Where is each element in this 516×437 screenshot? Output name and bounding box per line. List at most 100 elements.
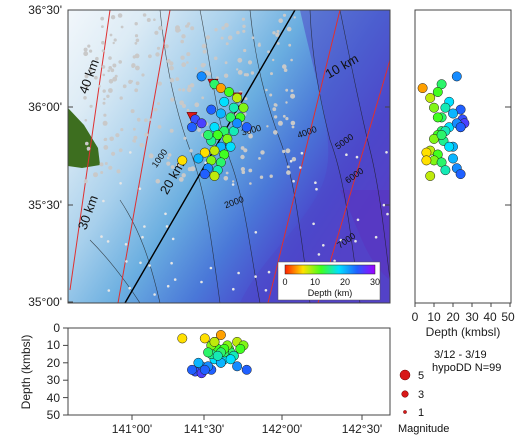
background-dot <box>254 275 257 278</box>
background-dot <box>278 18 284 24</box>
depth-lat-marker <box>425 171 436 181</box>
background-dot <box>102 120 108 126</box>
depth-lat-marker <box>425 92 436 103</box>
lon-tick-142-00: 142°00' <box>262 422 302 436</box>
background-dot <box>285 101 288 104</box>
background-dot <box>106 94 110 99</box>
epicenter-marker <box>206 104 217 115</box>
background-dot <box>237 70 243 75</box>
background-dot <box>251 36 255 40</box>
background-dot <box>101 65 106 69</box>
background-dot <box>180 39 184 44</box>
background-dot <box>175 25 180 31</box>
bottom-y-tick-50: 50 <box>47 408 61 422</box>
lon-tick-141-30: 141°30' <box>184 422 224 436</box>
background-dot <box>102 73 106 77</box>
background-dot <box>108 79 114 84</box>
background-dot <box>153 107 158 112</box>
background-dot <box>285 88 289 92</box>
background-dot <box>282 114 286 118</box>
background-dot <box>186 108 190 112</box>
background-dot <box>240 154 245 160</box>
background-dot <box>257 43 261 47</box>
background-dot <box>101 40 105 45</box>
background-dot <box>103 113 107 117</box>
background-dot <box>116 169 121 174</box>
lon-depth-marker <box>215 330 226 340</box>
right-x-axis-label: Depth (kmbsl) <box>426 325 501 339</box>
lon-depth-marker <box>235 343 246 354</box>
background-dot <box>289 159 293 163</box>
background-dot <box>181 62 187 68</box>
background-dot <box>276 42 280 45</box>
background-dot <box>139 261 142 265</box>
background-dot <box>291 125 295 129</box>
bottom-y-tick-30: 30 <box>47 373 61 387</box>
background-dot <box>247 60 253 65</box>
background-dot <box>276 29 280 33</box>
bottom-y-axis-label: Depth (kmbsl) <box>19 335 33 410</box>
background-dot <box>166 161 171 166</box>
epicenter-marker <box>224 87 234 97</box>
background-dot <box>266 125 269 128</box>
background-dot <box>186 61 189 64</box>
background-dot <box>87 44 91 48</box>
map-frame <box>67 9 391 304</box>
background-dot <box>236 30 240 35</box>
background-dot <box>214 28 218 32</box>
background-dot <box>170 261 173 265</box>
background-dot <box>290 89 294 93</box>
background-dot <box>102 101 106 105</box>
lon-depth-marker <box>199 364 210 375</box>
background-dot <box>237 271 240 275</box>
longitude-depth-panel: 0 10 20 30 40 50 Depth (kmbsl) 141°00' 1… <box>19 321 391 436</box>
background-dot <box>169 128 174 133</box>
background-dot <box>144 132 149 137</box>
background-dot <box>114 74 118 78</box>
background-dot <box>164 44 169 49</box>
epicenter-marker <box>196 118 207 129</box>
background-dot <box>153 18 156 22</box>
background-dot <box>273 115 278 119</box>
depth-lat-marker <box>455 122 466 133</box>
background-dot <box>170 165 175 169</box>
background-dot <box>236 68 239 71</box>
background-dot <box>293 16 296 19</box>
background-dot <box>202 49 207 54</box>
background-dot <box>102 199 105 203</box>
background-dot <box>194 67 197 70</box>
background-dot <box>130 109 135 114</box>
background-dot <box>138 187 142 190</box>
background-dot <box>101 49 105 53</box>
lon-depth-marker <box>193 357 204 368</box>
background-dot <box>273 130 278 135</box>
info-period: 3/12 - 3/19 <box>434 349 487 361</box>
background-dot <box>194 102 200 108</box>
lon-depth-marker <box>209 336 220 347</box>
background-dot <box>179 100 185 106</box>
background-dot <box>187 88 192 93</box>
background-dot <box>249 182 252 185</box>
depth-lat-marker <box>444 141 455 152</box>
lat-tick-35-00: 35°00' <box>28 295 62 309</box>
background-dot <box>107 289 111 292</box>
background-dot <box>345 153 348 156</box>
background-dot <box>224 61 228 65</box>
station-triangle-icon <box>42 157 52 167</box>
epicenter-marker <box>219 96 230 107</box>
background-dot <box>168 153 172 157</box>
epicenter-marker <box>238 102 249 113</box>
background-dot <box>275 32 280 38</box>
background-dot <box>299 166 302 169</box>
background-dot <box>221 26 225 30</box>
background-dot <box>134 34 139 38</box>
epicenter-marker <box>228 102 239 113</box>
epicenter-marker <box>187 122 197 133</box>
lon-tick-142-30: 142°30' <box>342 422 382 436</box>
background-dot <box>315 187 318 191</box>
background-dot <box>232 180 235 183</box>
background-dot <box>134 41 138 45</box>
background-dot <box>94 75 98 80</box>
right-x-tick-10: 10 <box>427 310 441 324</box>
